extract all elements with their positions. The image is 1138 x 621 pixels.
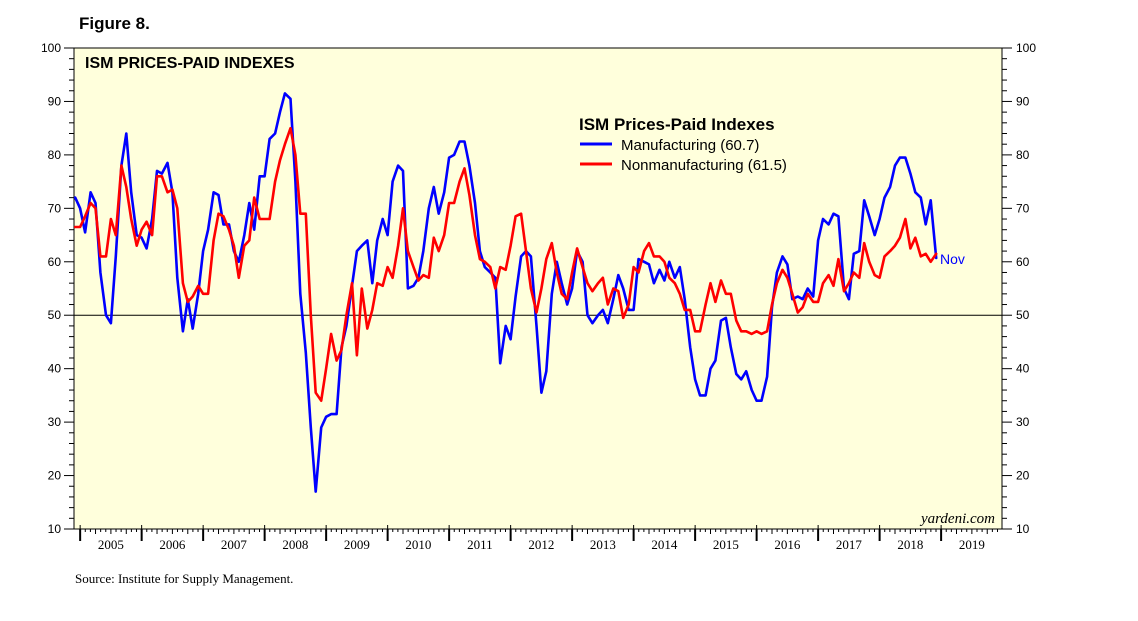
y-tick-label-right: 20 [1016,469,1030,483]
x-tick-label: 2018 [897,537,923,552]
y-tick-label-left: 100 [41,41,61,55]
x-tick-label: 2006 [159,537,186,552]
y-tick-label-left: 80 [48,148,62,162]
x-tick-label: 2016 [774,537,801,552]
y-tick-label-left: 20 [48,469,62,483]
legend-label-nonmanufacturing: Nonmanufacturing (61.5) [621,157,787,174]
figure-label: Figure 8. [79,14,150,33]
series-line-nonmanufacturing [73,126,938,403]
y-tick-label-right: 100 [1016,41,1036,55]
x-tick-label: 2014 [651,537,678,552]
x-tick-label: 2019 [959,537,985,552]
y-tick-label-left: 10 [48,522,62,536]
watermark: yardeni.com [919,511,995,527]
legend-label-manufacturing: Manufacturing (60.7) [621,137,759,154]
source-note: Source: Institute for Supply Management. [75,571,294,586]
x-tick-label: 2011 [467,537,493,552]
legend-title: ISM Prices-Paid Indexes [579,115,775,134]
y-tick-label-left: 60 [48,255,62,269]
chart-title: ISM PRICES-PAID INDEXES [85,55,295,72]
x-tick-label: 2017 [836,537,863,552]
x-tick-label: 2008 [282,537,308,552]
y-tick-label-left: 40 [48,362,62,376]
y-tick-label-right: 40 [1016,362,1030,376]
y-tick-label-left: 70 [48,201,62,215]
x-tick-label: 2012 [528,537,554,552]
x-tick-label: 2015 [713,537,739,552]
y-tick-label-right: 30 [1016,415,1030,429]
y-tick-label-right: 70 [1016,201,1030,215]
x-tick-label: 2005 [98,537,124,552]
end-label: Nov [940,251,965,267]
y-tick-label-right: 50 [1016,308,1030,322]
axis-layer: 10 10 20 20 30 30 40 40 50 50 60 60 70 70 80 80 90 90 100 1… [41,41,1036,552]
y-tick-label-right: 10 [1016,522,1030,536]
legend: ISM Prices-Paid Indexes Manufacturing (6… [579,115,787,174]
y-tick-label-left: 90 [48,94,62,108]
x-tick-label: 2007 [221,537,248,552]
y-tick-label-left: 30 [48,415,62,429]
plot-area [73,47,1003,530]
y-tick-label-right: 80 [1016,148,1030,162]
x-tick-label: 2010 [405,537,431,552]
x-tick-label: 2009 [344,537,370,552]
y-tick-label-right: 90 [1016,94,1030,108]
y-tick-label-right: 60 [1016,255,1030,269]
y-tick-label-left: 50 [48,308,62,322]
x-tick-label: 2013 [590,537,616,552]
series-layer [73,92,938,493]
series-line-manufacturing [73,92,938,493]
